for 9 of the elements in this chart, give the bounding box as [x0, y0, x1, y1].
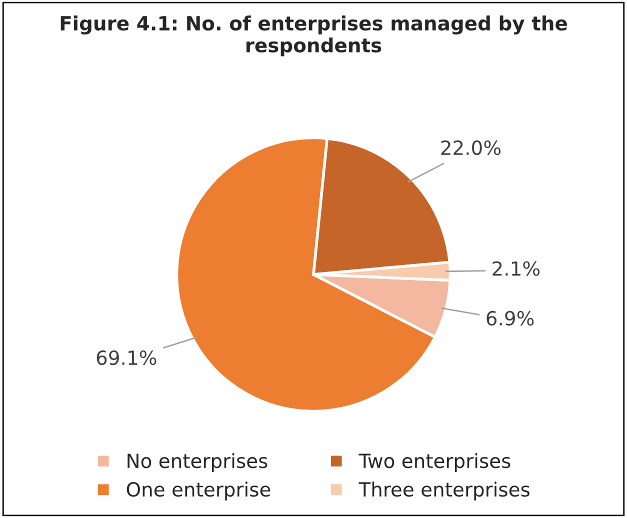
legend-label: Two enterprises: [358, 453, 510, 472]
data-label: 22.0%: [441, 140, 501, 156]
chart-title: Figure 4.1: No. of enterprises managed by the respondents: [60, 16, 567, 56]
data-label: 69.1%: [96, 350, 156, 366]
data-label: 2.1%: [492, 261, 540, 276]
data-label: 6.9%: [486, 310, 534, 326]
legend-label: Three enterprises: [358, 482, 530, 500]
legend-label: No enterprises: [128, 453, 268, 472]
legend-label: One enterprise: [126, 482, 270, 500]
